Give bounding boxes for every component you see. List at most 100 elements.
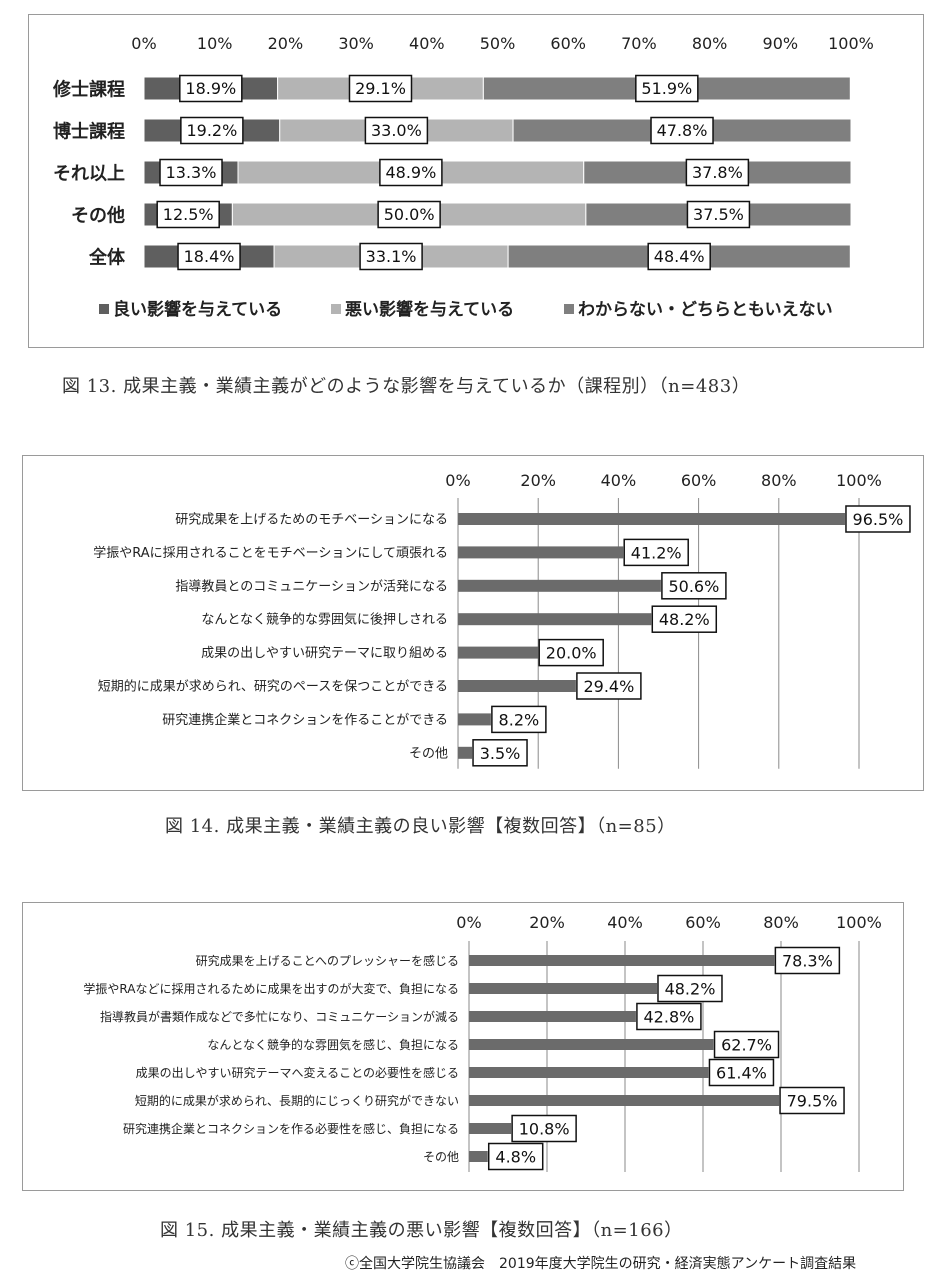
x-tick-label: 0% — [445, 471, 470, 490]
data-label: 13.3% — [166, 163, 217, 182]
category-label: 指導教員が書類作成などで多忙になり、コミュニケーションが減る — [100, 1009, 459, 1024]
category-label: 学振やRAに採用されることをモチベーションにして頑張れる — [93, 545, 448, 561]
category-label: 短期的に成果が求められ、研究のペースを保つことができる — [98, 679, 448, 695]
figure15-caption: 図 15. 成果主義・業績主義の悪い影響【複数回答】（n=166） — [160, 1220, 683, 1241]
data-label: 78.3% — [782, 952, 833, 971]
bar — [458, 546, 624, 559]
data-label-box — [348, 74, 413, 103]
data-label: 50.6% — [668, 577, 719, 596]
x-tick-label: 20% — [268, 34, 304, 53]
data-label-box — [180, 116, 244, 145]
data-label: 20.0% — [546, 644, 597, 663]
data-label-box — [179, 74, 243, 103]
data-label-box — [779, 1086, 845, 1115]
data-label: 10.8% — [519, 1120, 570, 1139]
x-tick-label: 80% — [761, 471, 797, 490]
legend-label: わからない・どちらともいえない — [578, 300, 833, 320]
data-label-box — [686, 200, 751, 229]
data-label: 4.8% — [495, 1148, 536, 1167]
data-label-box — [159, 158, 223, 187]
data-label-box — [364, 116, 429, 145]
x-tick-label: 100% — [828, 34, 874, 53]
data-label: 37.5% — [693, 205, 744, 224]
x-tick-label: 60% — [685, 913, 721, 932]
data-label-box — [845, 505, 911, 533]
category-label: 学振やRAなどに採用されるために成果を出すのが大変で、負担になる — [83, 981, 459, 996]
data-label-box — [156, 200, 220, 229]
x-tick-label: 100% — [836, 471, 882, 490]
x-tick-label: 50% — [480, 34, 516, 53]
data-label: 48.2% — [665, 980, 716, 999]
data-label: 79.5% — [787, 1092, 838, 1111]
bar — [469, 1011, 636, 1022]
category-label: その他 — [409, 746, 448, 761]
x-tick-label: 20% — [529, 913, 565, 932]
x-tick-label: 70% — [621, 34, 657, 53]
data-label: 48.2% — [659, 610, 710, 629]
x-tick-label: 60% — [550, 34, 586, 53]
data-label: 3.5% — [480, 744, 521, 763]
data-label: 48.4% — [654, 247, 705, 266]
bar — [469, 983, 657, 994]
data-label-box — [657, 974, 723, 1003]
figure13-chart: 0% 10% 20% 30% 40% 50% 60% 70% 80% 90% 100% 修士課程博士課… — [52, 34, 874, 320]
data-label-box — [685, 158, 750, 187]
category-label: 全体 — [88, 247, 126, 269]
data-label-box — [647, 242, 711, 271]
bar — [458, 680, 576, 692]
category-label: なんとなく競争的な雰囲気を感じ、負担になる — [207, 1037, 459, 1052]
figure14-frame: 0% 20% 40% 60% 80% 100% 研究成果を上げるためのモチベーションになる 9… — [22, 455, 924, 791]
footer-credit: ⓒ全国大学院生協議会 2019年度大学院生の研究・経済実態アンケート調査結果 — [345, 1256, 857, 1272]
category-label: 修士課程 — [52, 79, 125, 101]
category-label: 成果の出しやすい研究テーマへ変えることの必要性を感じる — [136, 1065, 459, 1080]
x-tick-label: 20% — [520, 471, 556, 490]
data-label: 61.4% — [716, 1064, 767, 1083]
x-tick-label: 40% — [601, 471, 637, 490]
figure14-chart: 0% 20% 40% 60% 80% 100% 研究成果を上げるためのモチベーションになる 9… — [93, 471, 911, 769]
category-label: それ以上 — [53, 164, 125, 185]
data-label: 18.9% — [185, 79, 236, 98]
data-label-box — [623, 538, 689, 567]
category-label: 研究連携企業とコネクションを作る必要性を感じ、負担になる — [123, 1121, 459, 1136]
category-label: 研究成果を上げるためのモチベーションになる — [175, 513, 448, 528]
figure13-frame: 0% 10% 20% 30% 40% 50% 60% 70% 80% 90% 100% 修士課程 博士課… — [28, 14, 924, 348]
category-label: なんとなく競争的な雰囲気に後押しされる — [201, 612, 448, 628]
x-tick-label: 80% — [692, 34, 728, 53]
data-label: 33.0% — [371, 121, 422, 140]
bar — [458, 513, 845, 525]
category-label: 博士課程 — [53, 121, 125, 143]
bar — [458, 713, 491, 726]
data-label: 29.4% — [583, 677, 634, 696]
category-label: 成果の出しやすい研究テーマに取り組める — [201, 646, 448, 661]
data-label-box — [379, 158, 443, 187]
bar — [458, 746, 473, 759]
legend-label: 良い影響を与えている — [113, 299, 282, 320]
data-label-box — [487, 1142, 544, 1171]
data-label: 18.4% — [184, 247, 235, 266]
bar — [469, 1095, 780, 1106]
data-label-box — [774, 946, 841, 975]
legend-swatch — [331, 304, 341, 314]
figure15-chart: 0% 20% 40% 60% 80% 100% 研究成果を上げることへのプレッシャーを感じる… — [83, 913, 882, 1172]
data-label: 12.5% — [163, 205, 214, 224]
data-label: 62.7% — [721, 1036, 772, 1055]
category-label: 短期的に成果が求められ、長期的にじっくり研究ができない — [135, 1093, 459, 1108]
data-label: 19.2% — [186, 121, 237, 140]
figure14-caption: 図 14. 成果主義・業績主義の良い影響【複数回答】（n=85） — [165, 816, 676, 837]
data-label: 29.1% — [355, 79, 406, 98]
data-label-box — [713, 1030, 780, 1059]
bar — [469, 955, 775, 966]
category-label: その他 — [71, 205, 125, 227]
data-label: 48.9% — [385, 163, 436, 182]
data-label-box — [576, 672, 642, 700]
data-label-box — [538, 638, 604, 667]
bar — [469, 1123, 512, 1134]
data-label-box — [661, 572, 727, 600]
data-label-box — [491, 705, 547, 734]
figure13-caption: 図 13. 成果主義・業績主義がどのような影響を与えているか（課程別）（n=48… — [62, 376, 751, 397]
data-label: 47.8% — [657, 121, 708, 140]
data-label-box — [377, 200, 441, 229]
data-label-box — [650, 116, 714, 145]
x-tick-label: 0% — [131, 34, 156, 53]
bar — [458, 613, 652, 626]
